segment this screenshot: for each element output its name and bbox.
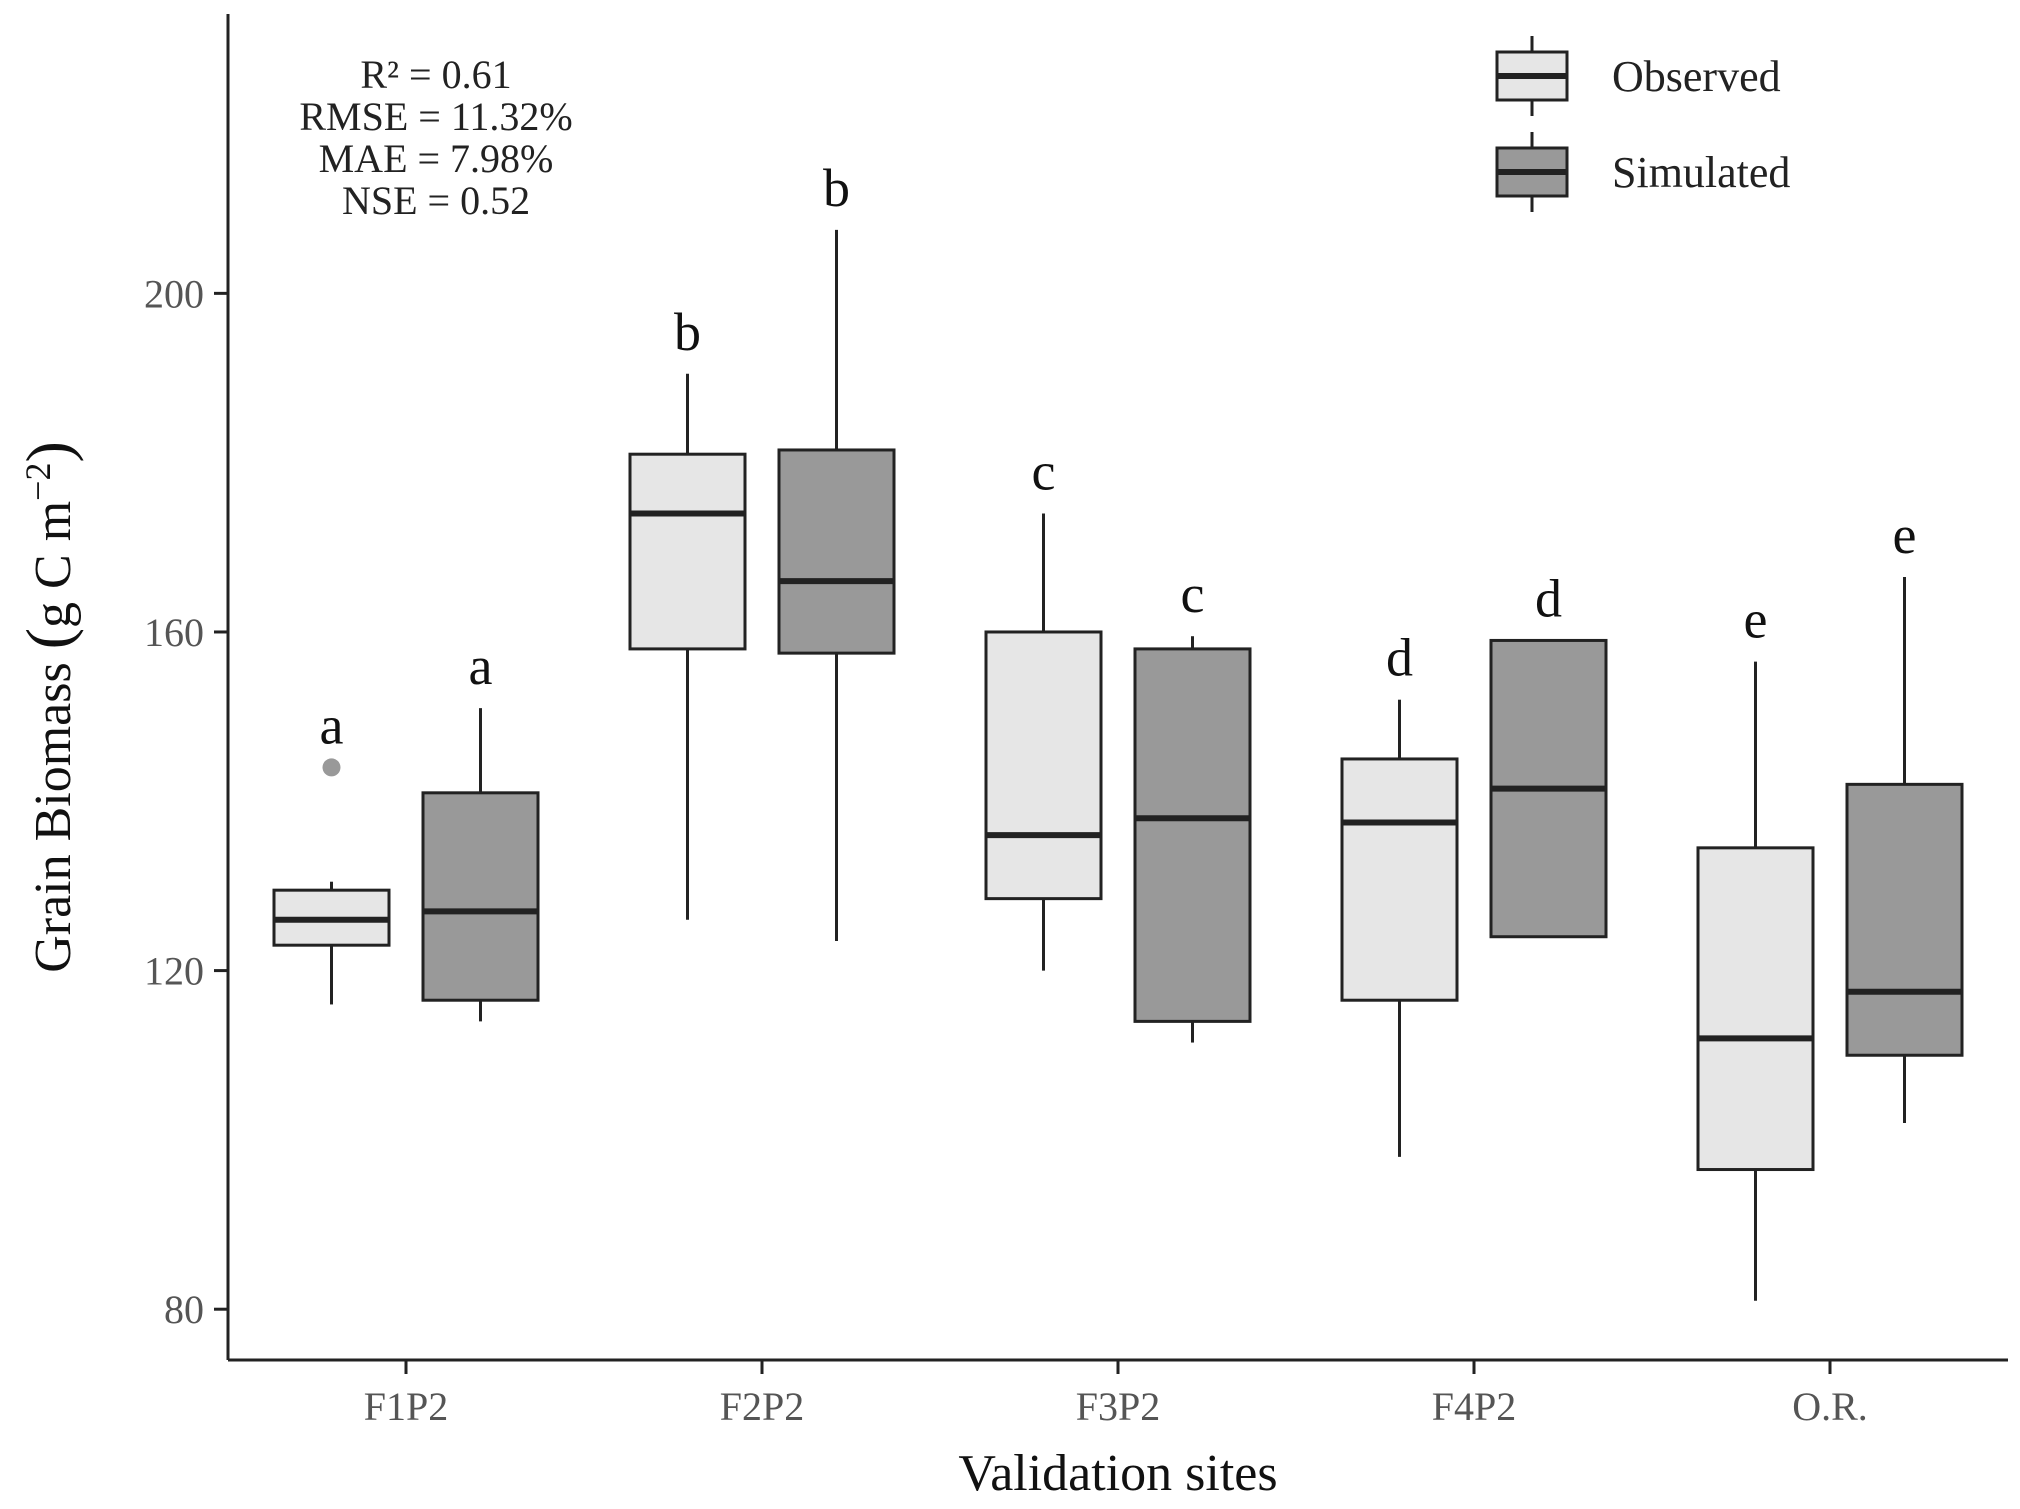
simulated-f3p2-letter: c [1181,564,1205,624]
observed-f2p2-letter: b [674,302,701,362]
x-tick-label: F3P2 [1076,1384,1161,1429]
x-tick-label: O.R. [1792,1384,1868,1429]
y-tick-label: 200 [144,271,204,316]
simulated-o-r--box [1845,782,1964,1057]
stat-line: R² = 0.61 [360,52,511,97]
significance-letters: a b c d e a b c d e [320,158,1917,756]
simulated-f2p2-box [777,448,896,655]
y-axis-title: Grain Biomass (g C m−2) [13,441,84,973]
x-axis: F1P2 F2P2 F3P2 F4P2 O.R. [228,1358,2008,1429]
observed-o-r--box [1696,846,1815,1172]
observed-f2p2-box [628,452,747,651]
x-axis-title: Validation sites [958,1445,1277,1502]
simulated-f1p2-box [421,791,540,1002]
y-tick-label: 80 [164,1287,204,1332]
boxes [272,229,1964,1301]
legend-label: Simulated [1612,148,1790,197]
y-axis-title-units: g C m [25,501,82,628]
observed-o-r--letter: e [1744,590,1768,650]
legend-label: Observed [1612,52,1781,101]
x-tick-label: F1P2 [364,1384,449,1429]
stat-line: NSE = 0.52 [342,178,530,223]
observed-f3p2-letter: c [1032,441,1056,501]
observed-f3p2-box [984,630,1103,901]
y-axis-title-main: Grain Biomass [25,649,82,973]
simulated-f2p2-letter: b [823,158,850,218]
y-axis-title-paren-close: ) [13,441,84,462]
simulated-o-r--letter: e [1893,505,1917,565]
observed-f1p2-outlier [322,758,341,777]
x-tick-label: F2P2 [720,1384,805,1429]
stat-line: RMSE = 11.32% [299,94,572,139]
observed-f1p2-letter: a [320,695,344,755]
y-axis-title-exponent: −2 [18,463,58,501]
simulated-f1p2-letter: a [469,636,493,696]
y-tick-label: 160 [144,610,204,655]
observed-f4p2-box [1340,757,1459,1002]
y-tick-label: 120 [144,949,204,994]
x-tick-label: F4P2 [1432,1384,1517,1429]
observed-f4p2-letter: d [1386,628,1413,688]
simulated-f4p2-letter: d [1535,568,1562,628]
legend: Observed Simulated [1495,36,1790,212]
y-axis: 80 120 160 200 [144,14,230,1360]
simulated-f3p2-box [1133,647,1252,1023]
stat-line: MAE = 7.98% [319,136,554,181]
y-axis-title-paren-open: ( [13,628,84,649]
